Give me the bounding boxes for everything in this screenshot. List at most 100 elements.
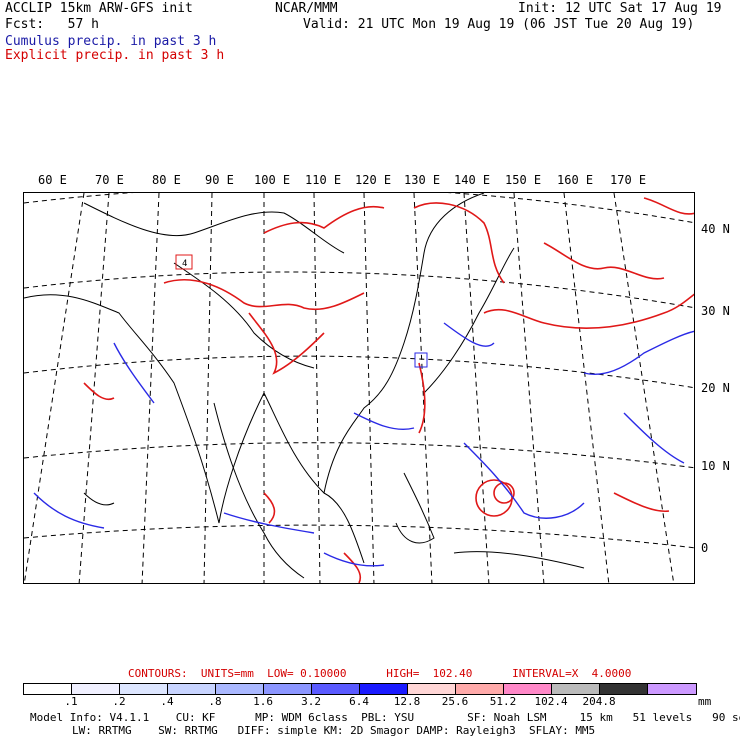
colorbar-swatch xyxy=(120,684,168,694)
meridian-line xyxy=(613,193,675,583)
lon-label: 110 E xyxy=(305,173,342,187)
meridian-line xyxy=(413,193,433,583)
contours-info: CONTOURS: UNITS=mm LOW= 0.10000 HIGH= 10… xyxy=(128,667,632,680)
coastline xyxy=(213,402,305,579)
meridian-line xyxy=(203,193,213,583)
explicit-precip-contour xyxy=(643,197,694,215)
colorbar-swatch xyxy=(72,684,120,694)
map-canvas: 4 xyxy=(24,193,694,583)
lon-label: 60 E xyxy=(38,173,67,187)
cumulus-precip-contour xyxy=(223,512,315,534)
colorbar-tick-label: 51.2 xyxy=(489,695,517,708)
colorbar-tick-label: .1 xyxy=(64,695,78,708)
model-info-line1: Model Info: V4.1.1 CU: KF MP: WDM 6class… xyxy=(30,711,740,724)
colorbar-swatch xyxy=(264,684,312,694)
colorbar-tick-label: 12.8 xyxy=(393,695,421,708)
border-line xyxy=(173,262,315,369)
lat-label: 40 N xyxy=(701,222,730,236)
lon-label: 130 E xyxy=(404,173,441,187)
explicit-precip-contour xyxy=(483,293,694,329)
colorbar-swatch xyxy=(504,684,552,694)
explicit-precip-contour xyxy=(83,382,115,401)
model-info-line2: LW: RRTMG SW: RRTMG DIFF: simple KM: 2D … xyxy=(72,724,596,737)
title-left: ACCLIP 15km ARW-GFS init xyxy=(5,1,193,16)
cumulus-precip-contour xyxy=(463,442,585,519)
japan-coast xyxy=(423,247,515,394)
island-coast xyxy=(453,551,585,569)
colorbar-tick-label: .2 xyxy=(112,695,126,708)
colorbar-swatch xyxy=(312,684,360,694)
colorbar-tick-label: 102.4 xyxy=(534,695,568,708)
meridian-line xyxy=(363,193,375,583)
meridian-line xyxy=(463,193,490,583)
colorbar-tick-label: 1.6 xyxy=(253,695,273,708)
colorbar-tick-label: .8 xyxy=(208,695,222,708)
parallel-line xyxy=(24,524,694,549)
explicit-legend: Explicit precip. in past 3 h xyxy=(5,48,225,63)
colorbar-tick-label: 204.8 xyxy=(582,695,616,708)
colorbar-swatch xyxy=(168,684,216,694)
lat-label: 0 xyxy=(701,541,709,555)
lon-label: 150 E xyxy=(505,173,542,187)
coastline xyxy=(323,492,365,564)
explicit-precip-contour xyxy=(343,552,362,583)
coastlines xyxy=(24,193,585,579)
lat-label: 30 N xyxy=(701,304,730,318)
explicit-precip-contour xyxy=(413,202,505,284)
meridian-line xyxy=(24,193,85,583)
cumulus-precip-contour xyxy=(113,342,155,404)
meridian-line xyxy=(513,193,545,583)
init-time: Init: 12 UTC Sat 17 Aug 19 xyxy=(518,1,722,16)
cumulus-precip-contour xyxy=(33,492,105,529)
colorbar xyxy=(23,683,697,695)
station-box xyxy=(175,254,193,270)
explicit-precip-contour xyxy=(613,492,670,513)
cumulus-precip-contour xyxy=(353,412,415,430)
explicit-precip-contour xyxy=(543,242,665,280)
colorbar-swatch xyxy=(24,684,72,694)
explicit-precip xyxy=(83,197,694,583)
cumulus-precip-contour xyxy=(323,552,385,567)
lon-label: 80 E xyxy=(152,173,181,187)
colorbar-swatch xyxy=(456,684,504,694)
parallel-line xyxy=(24,442,694,469)
forecast-hour: Fcst: 57 h xyxy=(5,17,99,32)
explicit-precip-contour xyxy=(163,279,365,311)
border-line xyxy=(83,202,345,254)
cumulus-precip-contour xyxy=(623,412,685,464)
explicit-precip-cell xyxy=(493,482,515,504)
colorbar-swatch xyxy=(408,684,456,694)
colorbar-tick-label: 6.4 xyxy=(349,695,369,708)
colorbar-swatch xyxy=(216,684,264,694)
coastline xyxy=(24,193,485,524)
title-center: NCAR/MMM xyxy=(275,1,338,16)
cumulus-legend: Cumulus precip. in past 3 h xyxy=(5,34,217,49)
cumulus-precip-contour xyxy=(443,322,495,347)
colorbar-units: mm xyxy=(698,695,712,708)
colorbar-tick-label: .4 xyxy=(160,695,174,708)
station-box-label: 4 xyxy=(182,259,187,269)
meridian-line xyxy=(78,193,110,583)
colorbar-swatch xyxy=(552,684,600,694)
colorbar-swatch xyxy=(360,684,408,694)
colorbar-tick-label: 25.6 xyxy=(441,695,469,708)
lon-label: 170 E xyxy=(610,173,647,187)
island-coast xyxy=(83,492,115,506)
lon-label: 160 E xyxy=(557,173,594,187)
explicit-precip-contour xyxy=(248,312,325,375)
colorbar-tick-label: 3.2 xyxy=(301,695,321,708)
lon-label: 120 E xyxy=(355,173,392,187)
graticule xyxy=(24,193,694,583)
region-box xyxy=(414,352,428,368)
valid-time: Valid: 21 UTC Mon 19 Aug 19 (06 JST Tue … xyxy=(303,17,695,32)
precipitation-map: 4 xyxy=(23,192,695,584)
lat-label: 20 N xyxy=(701,381,730,395)
meridian-line xyxy=(141,193,160,583)
explicit-precip-contour xyxy=(263,492,276,524)
cumulus-precip-contour xyxy=(583,330,694,375)
lon-label: 90 E xyxy=(205,173,234,187)
philippines-coast xyxy=(395,472,435,544)
lon-label: 140 E xyxy=(454,173,491,187)
meridian-line xyxy=(313,193,321,583)
explicit-precip-contour xyxy=(418,362,426,434)
